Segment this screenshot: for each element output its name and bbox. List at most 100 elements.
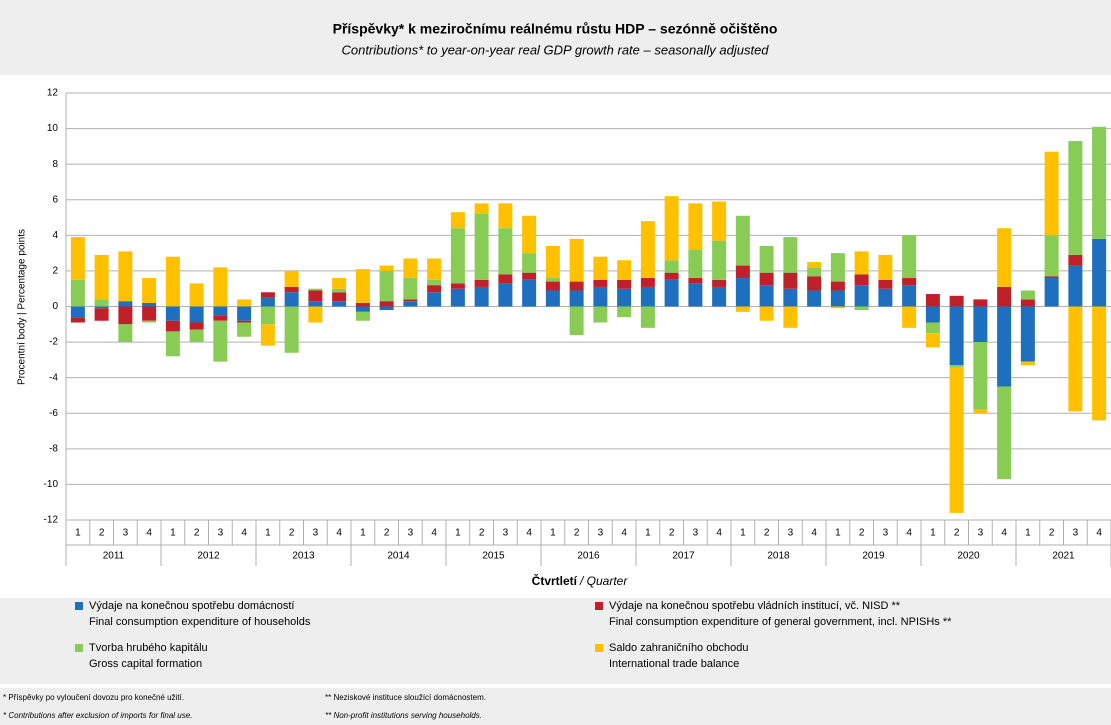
bar-segment [854, 285, 869, 307]
footnote: * Contributions after exclusion of impor… [3, 711, 192, 720]
bar-segment [617, 288, 632, 307]
chart-subtitle: Contributions* to year-on-year real GDP … [341, 42, 769, 57]
legend-swatch [595, 644, 603, 652]
x-tick-label: 3 [788, 528, 794, 539]
bar-segment [925, 322, 940, 334]
bar-segment [997, 386, 1012, 480]
x-tick-label: 4 [241, 528, 247, 539]
bar-segment [474, 203, 489, 214]
y-tick-label: -12 [44, 515, 59, 526]
bar-segment [1020, 361, 1035, 366]
x-tick-label: 1 [645, 528, 651, 539]
legend-label: Tvorba hrubého kapitálu [89, 642, 208, 654]
bar-segment [522, 253, 537, 273]
x-tick-label: 4 [146, 528, 152, 539]
bar-segment [902, 235, 917, 279]
bar-segment [522, 279, 537, 307]
bar-segment [1068, 141, 1083, 255]
bar-segment [807, 267, 822, 277]
bar-segment [260, 306, 275, 325]
bar-segment [1092, 126, 1107, 239]
bar-segment [213, 320, 228, 362]
bar-segment [403, 258, 418, 279]
bar-segment [70, 279, 85, 307]
footnote: ** Non-profit institutions serving house… [325, 711, 482, 720]
year-label: 2021 [1052, 551, 1075, 562]
bar-segment [569, 290, 584, 307]
bar-segment [830, 290, 845, 307]
bar-segment [355, 306, 370, 312]
legend-label: Výdaje na konečnou spotřebu domácností [89, 600, 294, 612]
bar-segment [545, 281, 560, 291]
x-tick-label: 2 [669, 528, 675, 539]
bar-segment [902, 306, 917, 328]
bar-segment [973, 409, 988, 414]
bar-segment [807, 276, 822, 291]
bar-segment [165, 306, 180, 321]
year-label: 2019 [862, 551, 885, 562]
bar-segment [522, 215, 537, 254]
bar-segment [450, 212, 465, 229]
bar-segment [949, 365, 964, 367]
legend-swatch [75, 602, 83, 610]
bar-segment [545, 278, 560, 282]
bar-segment [427, 279, 442, 286]
bar-segment [617, 260, 632, 280]
year-label: 2014 [387, 551, 410, 562]
bar-segment [94, 308, 109, 321]
bar-segment [332, 288, 347, 293]
bar-segment [427, 258, 442, 280]
bar-segment [355, 269, 370, 303]
x-tick-label: 2 [764, 528, 770, 539]
x-tick-label: 1 [170, 528, 176, 539]
x-tick-label: 1 [550, 528, 556, 539]
bar-segment [450, 228, 465, 284]
bar-segment [1020, 290, 1035, 300]
bar-segment [284, 270, 299, 287]
bar-segment [1092, 306, 1107, 421]
bar-segment [474, 279, 489, 287]
x-tick-label: 1 [835, 528, 841, 539]
x-tick-label: 3 [598, 528, 604, 539]
bar-segment [260, 324, 275, 346]
y-tick-label: 6 [52, 194, 58, 205]
bar-segment [70, 306, 85, 318]
bar-segment [830, 253, 845, 282]
bar-segment [213, 267, 228, 307]
bar-segment [949, 295, 964, 307]
bar-segment [830, 281, 845, 291]
x-tick-label: 2 [289, 528, 295, 539]
x-tick-label: 4 [716, 528, 722, 539]
bar-segment [688, 278, 703, 284]
y-tick-label: 2 [52, 266, 58, 277]
x-tick-label: 4 [906, 528, 912, 539]
bar-segment [783, 306, 798, 328]
x-tick-label: 1 [265, 528, 271, 539]
bar-segment [712, 201, 727, 241]
x-axis-label: Čtvrtletí [532, 573, 578, 588]
x-tick-label: 2 [194, 528, 200, 539]
bar-segment [142, 320, 157, 323]
bar-segment [902, 278, 917, 286]
x-tick-label: 4 [526, 528, 532, 539]
bar-segment [949, 366, 964, 513]
bar-segment [379, 301, 394, 307]
year-label: 2015 [482, 551, 505, 562]
bar-segment [379, 270, 394, 302]
year-label: 2017 [672, 551, 695, 562]
x-tick-label: 4 [336, 528, 342, 539]
bar-segment [332, 292, 347, 302]
year-label: 2012 [197, 551, 220, 562]
bar-segment [664, 279, 679, 307]
bar-segment [379, 265, 394, 271]
bar-segment [1044, 276, 1059, 279]
bar-segment [118, 324, 133, 343]
bar-segment [403, 299, 418, 302]
bar-segment [522, 272, 537, 280]
year-label: 2018 [767, 551, 790, 562]
bar-segment [688, 283, 703, 307]
bar-segment [688, 249, 703, 279]
bar-segment [308, 301, 323, 307]
bar-segment [712, 286, 727, 307]
